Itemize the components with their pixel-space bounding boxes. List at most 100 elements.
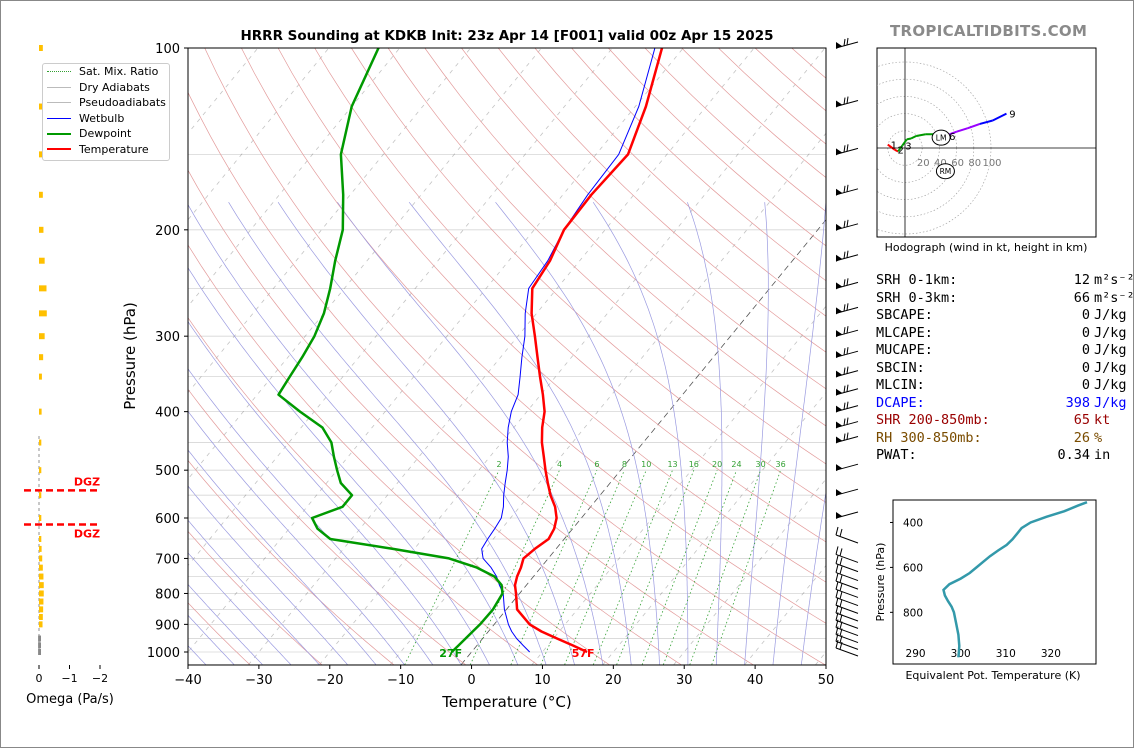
wind-barb [835,573,859,590]
wind-barb [835,144,859,156]
wind-barb-pennant [836,100,842,108]
wind-barb-staff [835,612,859,622]
theta-y-tick-label: 600 [903,562,923,574]
wind-barb-flag [846,347,849,355]
wind-barb [835,546,859,563]
omega-bar [39,613,43,620]
parameter-unit: J/kg [1094,377,1127,393]
wind-barb-staff [835,588,859,598]
dry-adiabat-line [534,48,826,317]
storm-motion-label: LM [936,134,947,143]
wind-barb-staff [835,640,859,650]
parameter-name: MUCAPE: [876,342,933,358]
dry-adiabat-line [387,48,826,465]
parameter-unit: m²s⁻² [1094,272,1134,288]
parameter-unit: kt [1094,412,1111,428]
isotherm-line [531,305,826,665]
wind-barb-flag [839,528,843,537]
chart-title: HRRR Sounding at KDKB Init: 23z Apr 14 [… [240,28,773,44]
hodograph-segment [979,119,993,125]
omega-bar [39,515,42,522]
wind-barb-staff [835,604,859,614]
wind-barb-staff [835,597,859,607]
parameter-name: SBCAPE: [876,307,933,323]
wind-barb-flag [843,367,846,375]
wind-barb-staff [835,634,859,644]
theta-y-tick-label: 800 [903,607,923,619]
parameter-name: SRH 0-1km: [876,272,958,288]
wind-barb-flag [843,185,846,193]
hodograph-height-label: 6 [949,132,955,143]
wind-barb [835,597,859,614]
watermark: TROPICALTIDBITS.COM [890,22,1088,40]
parameter-row: MLCIN: 0 J/kg [876,377,1134,395]
parameter-unit: J/kg [1094,342,1127,358]
x-tick-label: 30 [676,673,693,688]
hodograph-ring-label: 60 [951,158,964,169]
wind-barb-flag [846,37,849,46]
wind-barb [835,612,859,629]
x-tick-label: −10 [387,673,414,688]
isotherm-line [188,48,471,394]
theta-x-tick-label: 320 [1041,648,1061,660]
pseudoadiabat-line [188,485,348,665]
mixing-ratio-label: 20 [712,460,722,469]
pseudoadiabat-line [592,202,689,665]
y-tick-label: 500 [155,464,180,479]
parameter-unit: % [1094,429,1103,446]
hodograph-segment [906,137,912,141]
theta-x-tick-label: 290 [906,648,926,660]
wind-barb [835,589,859,607]
wind-barb-pennant [836,388,842,396]
wind-barb [835,366,859,378]
pseudoadiabat-line [228,202,547,665]
omega-bar [39,564,43,571]
wind-barb-flag [835,573,839,582]
hodograph-ring-label: 20 [917,158,930,169]
isotherm-line [248,48,755,665]
parameter-unit: J/kg [1094,359,1127,376]
wind-barb [835,401,859,413]
y-tick-label: 400 [155,406,180,421]
mixing-ratio-label: 4 [557,460,562,469]
y-tick-label: 700 [155,552,180,567]
wind-barb-flag [839,557,843,566]
dry-adiabat-line [188,244,610,665]
omega-bar [39,598,44,605]
dry-adiabat-line [188,388,466,665]
mixing-ratio-line [711,470,781,665]
wind-barb-flag [835,581,839,590]
parameter-name: SBCIN: [876,359,925,376]
wind-barb-flag [843,251,846,259]
wind-barb-flag [846,219,849,227]
parameter-name: MLCAPE: [876,324,933,341]
wind-barb-staff [835,619,859,629]
storm-motion-marker [931,129,951,146]
wind-barb [835,37,859,49]
pseudoadiabat-line [408,201,632,665]
wind-barb-flag [839,614,843,622]
wind-barb-pennant [836,370,842,378]
wind-barb-flag [839,599,843,607]
wind-barb [835,564,859,582]
parameter-row: DCAPE: 398 J/kg [876,395,1134,413]
y-tick-label: 600 [155,512,180,527]
hodograph-ring-label: 80 [968,158,981,169]
omega-bar [39,354,44,361]
hodograph-segment [967,122,981,130]
wind-barb-pennant [836,307,842,315]
isotherm-line [389,132,826,665]
pseudoadiabat-line [188,583,263,665]
parameter-name: SRH 0-3km: [876,289,958,306]
hodograph-segment [956,127,969,133]
theta-frame [892,499,1097,665]
wind-barb-flag [843,38,846,47]
hodograph-height-label: 9 [1009,110,1015,121]
parameter-value: 66 [1073,289,1090,306]
mixing-ratio-line [404,470,500,665]
hodograph-segment [897,144,904,153]
x-tick-label: 10 [534,673,551,688]
dry-adiabat-line [204,48,826,665]
surface-dewpoint-label: 27F [439,647,462,660]
